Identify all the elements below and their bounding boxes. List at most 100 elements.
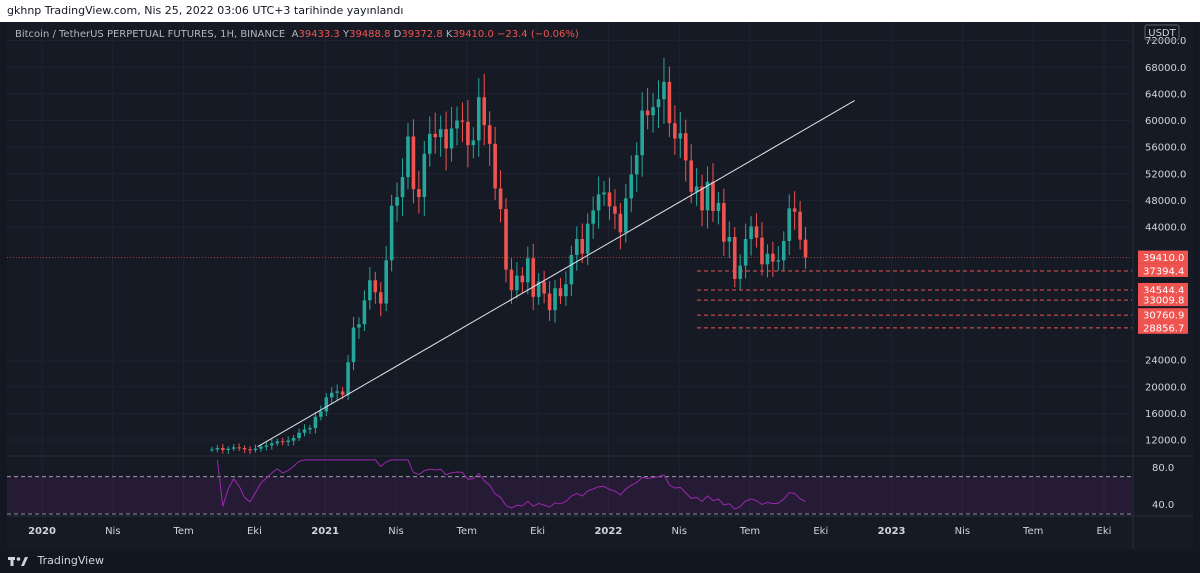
svg-text:34544.4: 34544.4	[1143, 285, 1184, 296]
candle	[455, 106, 459, 146]
last-price-tag: 39410.0	[1138, 250, 1188, 264]
candle	[231, 444, 236, 452]
candle	[291, 435, 296, 446]
candle	[378, 282, 383, 317]
price-tick-label: 24000.0	[1145, 356, 1186, 367]
chart-panel[interactable]: 80.0 40.0 72000.0 68000.0 64000.0 60000.0 560…	[7, 22, 1193, 549]
time-tick-label: Nis	[105, 526, 120, 537]
candle	[280, 437, 285, 446]
candle	[515, 262, 519, 299]
candle	[520, 267, 525, 293]
candle	[613, 189, 617, 230]
candle	[564, 271, 568, 306]
low-label: D	[393, 29, 402, 40]
candle	[738, 254, 742, 290]
candle	[776, 246, 781, 271]
candle	[705, 166, 710, 229]
candle	[585, 213, 590, 266]
candle	[678, 111, 683, 158]
candle	[248, 446, 252, 455]
time-tick-label: Eki	[247, 526, 262, 537]
candle	[771, 241, 775, 277]
candle	[651, 92, 655, 133]
change-value: −23.4 (−0.06%)	[497, 29, 579, 40]
time-tick-label: Tem	[1022, 526, 1043, 537]
price-level-lines	[7, 257, 1132, 329]
rsi-tick-label: 40.0	[1152, 500, 1174, 511]
candle	[313, 412, 318, 434]
time-tick-label: 2023	[878, 526, 906, 537]
candle	[335, 384, 339, 401]
symbol-legend: Bitcoin / TetherUS PERPETUAL FUTURES, 1H…	[15, 29, 579, 40]
candle	[504, 198, 508, 283]
candle	[727, 221, 732, 259]
publish-text: gkhnp TradingView.com, Nis 25, 2022 03:0…	[7, 4, 404, 17]
candle	[743, 223, 748, 279]
time-tick-label: Eki	[530, 526, 545, 537]
time-tick-label: Tem	[172, 526, 193, 537]
svg-text:30760.9: 30760.9	[1143, 311, 1184, 322]
candle	[438, 115, 443, 157]
price-level-tags: 39410.07d 0h37394.434544.433009.830760.9…	[1138, 250, 1188, 334]
candle	[471, 127, 476, 159]
candle	[792, 191, 797, 230]
candle	[275, 438, 280, 447]
candle	[640, 92, 644, 177]
candle	[607, 177, 612, 220]
candle	[324, 393, 329, 417]
high-value: 39488.8	[349, 29, 391, 40]
candle	[476, 78, 481, 157]
svg-text:33009.8: 33009.8	[1143, 296, 1184, 307]
candle	[329, 387, 334, 404]
candle	[618, 202, 623, 250]
symbol-name: Bitcoin / TetherUS PERPETUAL FUTURES, 1H…	[15, 29, 286, 40]
low-value: 39372.8	[401, 29, 443, 40]
price-tick-label: 72000.0	[1145, 36, 1186, 47]
candle	[362, 290, 367, 332]
candle	[357, 317, 361, 339]
price-level-tag: 37394.4	[1138, 263, 1188, 277]
candle	[525, 246, 530, 295]
candle	[498, 170, 503, 223]
candle	[259, 444, 263, 452]
time-tick-label: Eki	[813, 526, 828, 537]
candle	[297, 428, 301, 441]
footer-brand: TradingView	[37, 554, 104, 567]
candle	[319, 405, 323, 421]
candle	[765, 244, 770, 278]
rsi-line	[216, 459, 806, 510]
time-tick-label: 2020	[28, 526, 56, 537]
candle	[509, 258, 514, 304]
time-tick-label: Tem	[739, 526, 760, 537]
candle	[389, 194, 394, 272]
candle	[787, 194, 792, 256]
candle	[308, 424, 312, 434]
candle	[466, 99, 470, 168]
candle	[406, 123, 410, 190]
candle	[351, 316, 356, 371]
candle	[400, 158, 405, 217]
candle	[444, 111, 448, 171]
candle	[417, 170, 421, 214]
candle	[226, 446, 231, 455]
candle	[683, 119, 688, 182]
candle	[237, 443, 241, 452]
high-label: Y	[342, 29, 350, 40]
candle	[302, 424, 307, 437]
candle	[667, 66, 672, 138]
candle	[221, 444, 225, 454]
candle	[460, 102, 465, 143]
candle	[215, 444, 220, 453]
price-chart[interactable]: 80.0 40.0 72000.0 68000.0 64000.0 60000.0 560…	[7, 22, 1193, 549]
time-tick-label: Tem	[456, 526, 477, 537]
candle	[689, 144, 693, 204]
svg-text:28856.7: 28856.7	[1143, 323, 1184, 334]
candle	[531, 243, 536, 311]
price-tick-label: 16000.0	[1145, 409, 1186, 420]
candle	[346, 355, 350, 401]
candles	[210, 57, 808, 455]
candle	[264, 441, 269, 451]
candle	[536, 273, 541, 305]
rsi-band	[7, 476, 1132, 514]
candle	[449, 106, 454, 162]
